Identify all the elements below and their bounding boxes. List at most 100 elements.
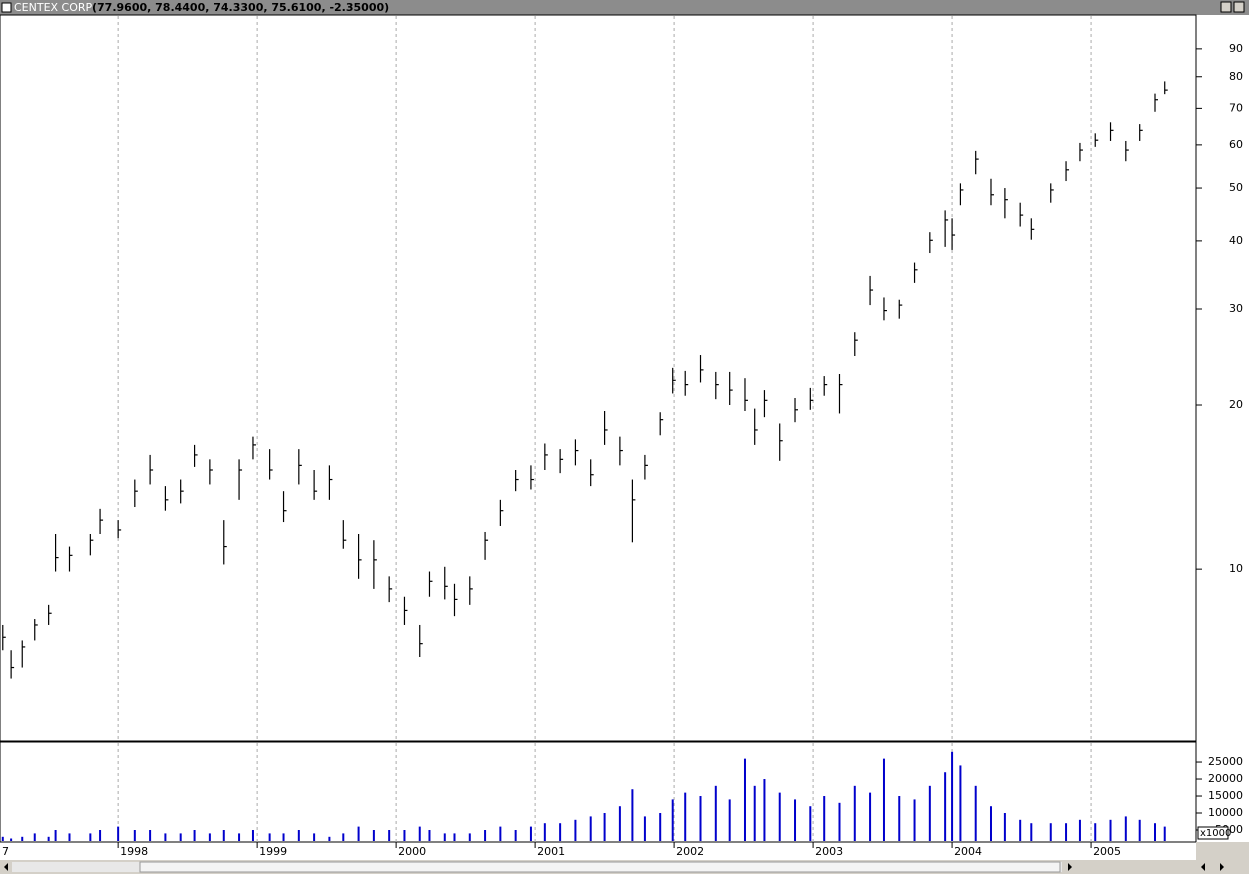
volume-bar [823,796,826,841]
y-tick-label: 20 [1229,398,1243,411]
volume-bar [403,830,406,841]
volume-bar [514,830,517,841]
volume-bar [328,836,331,841]
y-tick-label: 90 [1229,42,1243,55]
y-tick-label: 50 [1229,181,1243,194]
volume-bar [714,785,717,841]
x-tick-label: 1998 [120,845,148,858]
close-button[interactable] [1233,1,1245,13]
y-tick-label: 10 [1229,562,1243,575]
volume-bar [99,830,102,841]
volume-bar [1,836,4,841]
chart-title: CENTEX CORP [14,1,93,14]
scroll-thumb[interactable] [139,861,1061,873]
volume-bar [372,830,375,841]
volume-bar [1030,823,1033,841]
chart-subtitle: (77.9600, 78.4400, 74.3300, 75.6100, -2.… [92,1,389,14]
volume-bar [1138,819,1141,841]
unit-box [1197,826,1229,840]
volume-bar [297,830,300,841]
volume-bar [684,792,687,841]
volume-bar [68,833,71,841]
volume-bar [443,833,446,841]
volume-bar [1049,823,1052,841]
volume-bar [699,796,702,841]
volume-tick-label: 15000 [1208,789,1243,802]
volume-bar [743,758,746,841]
volume-bar [631,789,634,841]
volume-bar [1124,816,1127,841]
volume-bar [193,830,196,841]
x-tick-label: 2002 [676,845,704,858]
volume-bar [238,833,241,841]
y-tick-label: 70 [1229,101,1243,114]
title-bar [0,0,1249,15]
volume-bar [428,830,431,841]
volume-bar [543,823,546,841]
volume-bar [268,833,271,841]
x-tick-label: 2004 [954,845,982,858]
volume-bar [89,833,92,841]
volume-bar [33,833,36,841]
corner [1196,842,1249,860]
volume-bar [54,830,57,841]
volume-bar [951,751,954,841]
restore-button[interactable] [1220,1,1232,13]
volume-bar [944,772,947,841]
volume-bar [1065,823,1068,841]
volume-bar [208,833,211,841]
volume-bar [117,826,120,841]
volume-bar [589,816,592,841]
volume-bar [778,792,781,841]
volume-bar [763,779,766,841]
volume-tick-label: 20000 [1208,772,1243,785]
volume-bar [1003,813,1006,841]
volume-bar [603,813,606,841]
volume-bar [618,806,621,841]
volume-bar [643,816,646,841]
volume-bar [149,830,152,841]
volume-bar [882,758,885,841]
volume-unit: x1000 [1200,828,1231,839]
volume-bar [1163,826,1166,841]
volume-bar [838,802,841,841]
volume-bar [574,819,577,841]
x-tick-label: 2005 [1093,845,1121,858]
x-tick-label: 2003 [815,845,843,858]
volume-bar [47,836,50,841]
y-tick-label: 80 [1229,70,1243,83]
volume-bar [10,838,13,841]
volume-bar [869,792,872,841]
volume-bar [974,785,977,841]
volume-bar [794,799,797,841]
volume-bar [659,813,662,841]
volume-bar [959,765,962,841]
y-tick-label: 30 [1229,302,1243,315]
volume-bar [809,806,812,841]
volume-bar [671,799,674,841]
volume-bar [484,830,487,841]
x-tick-label: 7 [2,845,9,858]
volume-bar [529,826,532,841]
volume-bar [453,833,456,841]
volume-bar [989,806,992,841]
volume-bar [853,785,856,841]
volume-bar [418,826,421,841]
volume-bar [21,836,24,841]
volume-bar [559,823,562,841]
volume-bar [313,833,316,841]
x-tick-label: 2000 [398,845,426,858]
price-panel [0,14,1197,742]
y-tick-label: 60 [1229,138,1243,151]
volume-bar [1019,819,1022,841]
window-icon[interactable] [1,2,12,13]
volume-bar [753,785,756,841]
x-tick-label: 2001 [537,845,565,858]
volume-bar [282,833,285,841]
volume-bar [164,833,167,841]
volume-bar [133,830,136,841]
volume-tick-label: 25000 [1208,755,1243,768]
volume-bar [1094,823,1097,841]
volume-bar [1109,819,1112,841]
